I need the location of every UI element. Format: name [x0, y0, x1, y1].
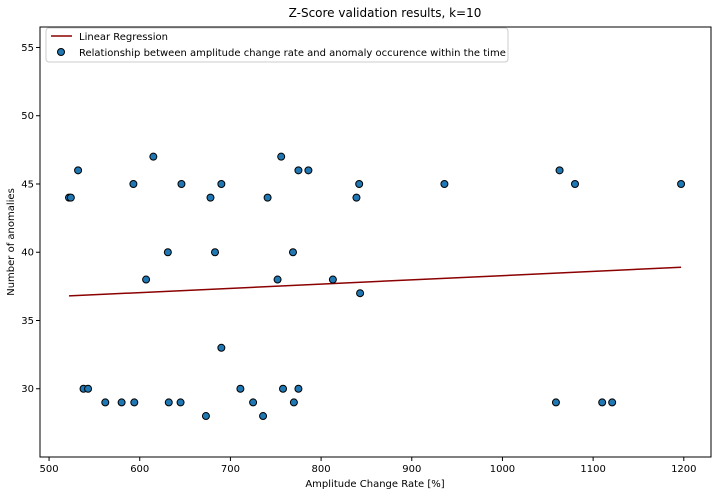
scatter-point: [677, 179, 686, 188]
scatter-point: [211, 248, 220, 257]
scatter-point: [74, 166, 83, 175]
scatter-point: [130, 398, 139, 407]
legend-label-scatter: Relationship between amplitude change ra…: [79, 48, 506, 59]
scatter-point: [304, 166, 313, 175]
scatter-point: [355, 179, 364, 188]
scatter-point: [249, 398, 258, 407]
scatter-point: [555, 166, 564, 175]
scatter-point: [289, 398, 298, 407]
scatter-point: [328, 275, 337, 284]
scatter-point: [259, 412, 268, 421]
y-tick-label: 30: [21, 384, 34, 395]
x-axis-label: Amplitude Change Rate [%]: [305, 479, 444, 490]
y-tick-label: 35: [21, 316, 34, 327]
scatter-point: [356, 289, 365, 298]
x-tick-label: 1200: [671, 464, 696, 475]
x-tick-label: 700: [221, 464, 240, 475]
scatter-point: [163, 248, 172, 257]
scatter-point: [217, 343, 226, 352]
scatter-point: [101, 398, 110, 407]
scatter-point: [352, 193, 361, 202]
scatter-point: [117, 398, 126, 407]
scatter-point: [201, 412, 210, 421]
y-tick-label: 55: [21, 43, 34, 54]
legend: Linear Regression Relationship between a…: [45, 27, 509, 63]
scatter-point: [294, 384, 303, 393]
x-tick-label: 500: [40, 464, 59, 475]
scatter-point: [164, 398, 173, 407]
scatter-point: [277, 152, 286, 161]
scatter-point: [294, 166, 303, 175]
scatter-point: [206, 193, 215, 202]
scatter-point: [84, 384, 93, 393]
y-tick-label: 50: [21, 111, 34, 122]
scatter-point: [440, 179, 449, 188]
regression-line: [68, 266, 682, 297]
scatter-point: [279, 384, 288, 393]
scatter-point: [176, 398, 185, 407]
scatter-point: [142, 275, 151, 284]
legend-label-regression: Linear Regression: [79, 32, 168, 43]
y-axis-label: Number of anomalies: [6, 188, 17, 296]
scatter-point: [217, 179, 226, 188]
scatter-point: [608, 398, 617, 407]
scatter-point: [263, 193, 272, 202]
scatter-point: [551, 398, 560, 407]
scatter-point: [177, 179, 186, 188]
scatter-point: [129, 179, 138, 188]
plot-area: [40, 27, 711, 457]
scatter-point: [273, 275, 282, 284]
scatter-point: [149, 152, 158, 161]
x-tick-label: 1000: [490, 464, 515, 475]
legend-box: [45, 27, 509, 63]
plot-frame: [39, 26, 712, 458]
chart-title: Z-Score validation results, k=10: [289, 6, 482, 20]
scatter-point: [288, 248, 297, 257]
x-tick-label: 900: [402, 464, 421, 475]
y-tick-label: 40: [21, 248, 34, 259]
scatter-point: [598, 398, 607, 407]
scatter-point: [66, 193, 75, 202]
legend-marker-swatch: [57, 48, 65, 56]
scatter-point: [236, 384, 245, 393]
scatter-point: [570, 179, 579, 188]
x-tick-label: 600: [130, 464, 149, 475]
y-tick-label: 45: [21, 179, 34, 190]
x-tick-label: 1100: [580, 464, 605, 475]
x-tick-label: 800: [312, 464, 331, 475]
